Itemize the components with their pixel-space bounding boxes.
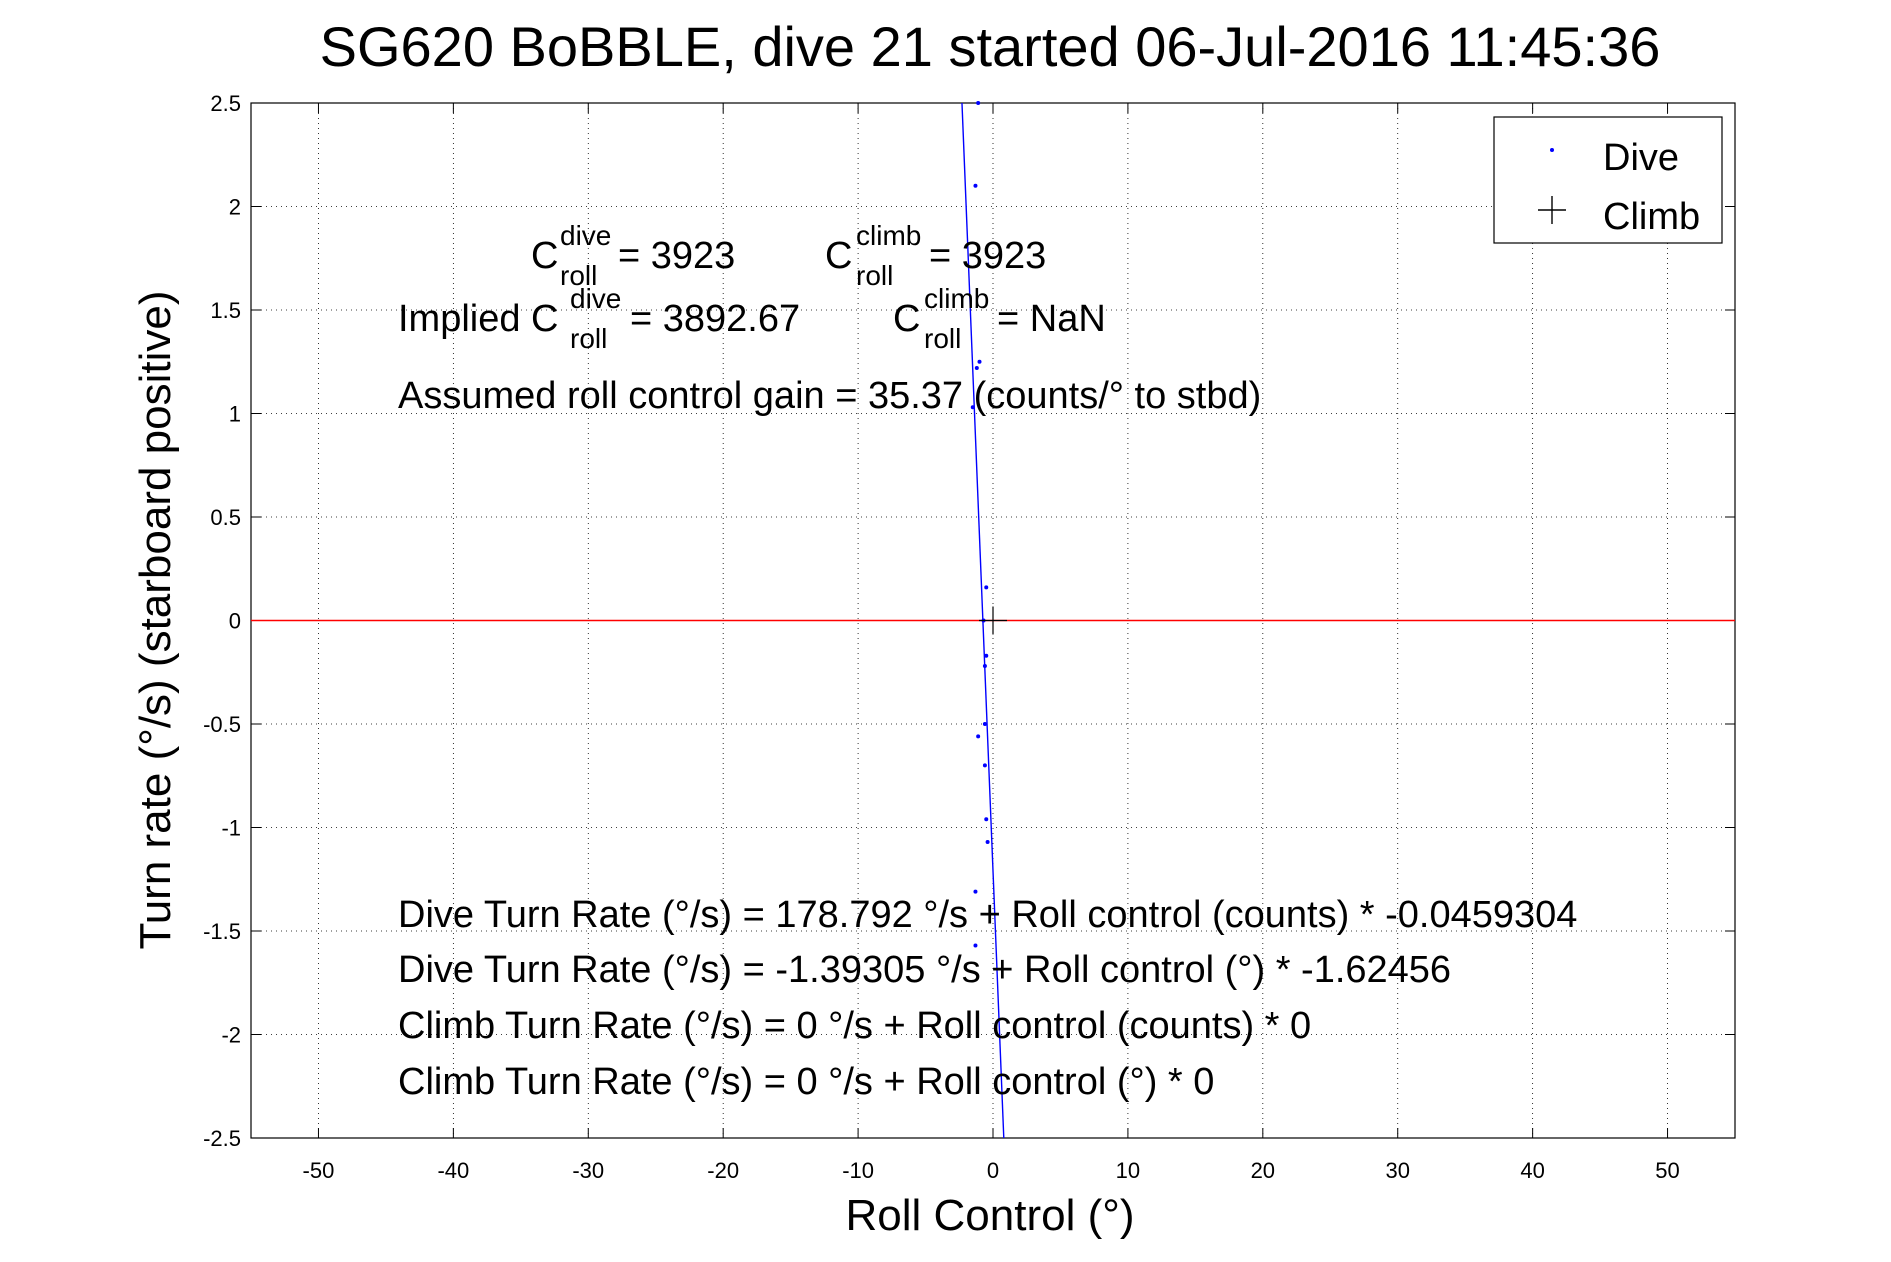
annotation-fit-4: Climb Turn Rate (°/s) = 0 °/s + Roll con… [398,1061,1214,1103]
svg-text:dive: dive [570,283,621,314]
x-tick-label: -50 [303,1158,335,1183]
svg-text:roll: roll [856,260,893,291]
y-tick-label: 0.5 [210,505,241,530]
annotation-fit-2: Dive Turn Rate (°/s) = -1.39305 °/s + Ro… [398,949,1451,991]
annotation-c-climb: C climb roll = 3923 [825,220,1046,291]
svg-text:climb: climb [856,220,921,251]
dive-point [985,839,990,844]
svg-text:C: C [893,298,920,340]
climb-point [979,606,1007,635]
x-axis-label: Roll Control (°) [846,1191,1135,1240]
svg-text:dive: dive [560,220,611,251]
dive-point [977,359,982,364]
y-tick-label: 2 [229,195,241,220]
annotation-implied-climb: C climb roll = NaN [893,283,1106,354]
x-tick-label: 40 [1520,1158,1544,1183]
dive-point [974,365,979,370]
dive-point [982,763,987,768]
svg-text:climb: climb [924,283,989,314]
legend: Dive Climb [1493,116,1723,244]
annotation-implied-dive: Implied C dive roll = 3892.67 [398,283,800,354]
y-tick-label: -1.5 [203,919,241,944]
dive-point [973,943,978,948]
x-tick-label: 50 [1655,1158,1679,1183]
svg-text:= 3923: = 3923 [929,235,1046,277]
dive-point [984,817,989,822]
x-tick-label: 0 [987,1158,999,1183]
svg-text:roll: roll [570,323,607,354]
y-tick-label: 2.5 [210,91,241,116]
y-tick-label: 1 [229,402,241,427]
y-axis-label: Turn rate (°/s) (starboard positive) [131,290,180,949]
svg-text:= 3892.67: = 3892.67 [630,298,800,340]
x-tick-label: -30 [572,1158,604,1183]
svg-text:= NaN: = NaN [997,298,1106,340]
x-tick-label: 20 [1251,1158,1275,1183]
y-tick-label: -0.5 [203,712,241,737]
svg-text:roll: roll [560,260,597,291]
dive-point [984,653,989,658]
dive-point [982,664,987,669]
svg-text:= 3923: = 3923 [618,235,735,277]
annotation-gain: Assumed roll control gain = 35.37 (count… [398,375,1261,417]
x-tick-label: 30 [1385,1158,1409,1183]
legend-dive-label: Dive [1603,137,1679,179]
x-tick-label: -20 [707,1158,739,1183]
x-tick-label: -10 [842,1158,874,1183]
y-tick-label: -2.5 [203,1126,241,1151]
legend-box [1493,116,1723,244]
x-tick-label: -40 [437,1158,469,1183]
annotation-fit-1: Dive Turn Rate (°/s) = 178.792 °/s + Rol… [398,894,1577,936]
dive-point [976,734,981,739]
y-tick-label: -2 [221,1023,241,1048]
annotation-c-dive: C dive roll = 3923 [531,220,735,291]
legend-dive-marker [1550,148,1554,152]
dive-point [973,889,978,894]
y-tick-label: 0 [229,609,241,634]
y-axis-ticks: -2.5 -2 -1.5 -1 -0.5 0 0.5 1 1.5 2 2.5 [203,91,1735,1151]
chart-title: SG620 BoBBLE, dive 21 started 06-Jul-201… [320,15,1661,78]
annotation-fit-3: Climb Turn Rate (°/s) = 0 °/s + Roll con… [398,1005,1311,1047]
svg-text:C: C [825,235,852,277]
y-tick-label: -1 [221,816,241,841]
y-tick-label: 1.5 [210,298,241,323]
dive-point [970,405,975,410]
dive-point [984,585,989,590]
plot-marks [251,101,1735,1139]
dive-point [982,722,987,726]
x-axis-ticks: -50 -40 -30 -20 -10 0 10 20 30 40 50 [303,103,1680,1183]
dive-point [973,183,978,188]
svg-text:roll: roll [924,323,961,354]
legend-climb-label: Climb [1603,196,1700,238]
x-tick-label: 10 [1116,1158,1140,1183]
dive-point [976,101,981,105]
svg-text:Implied C: Implied C [398,298,559,340]
svg-text:C: C [531,235,558,277]
